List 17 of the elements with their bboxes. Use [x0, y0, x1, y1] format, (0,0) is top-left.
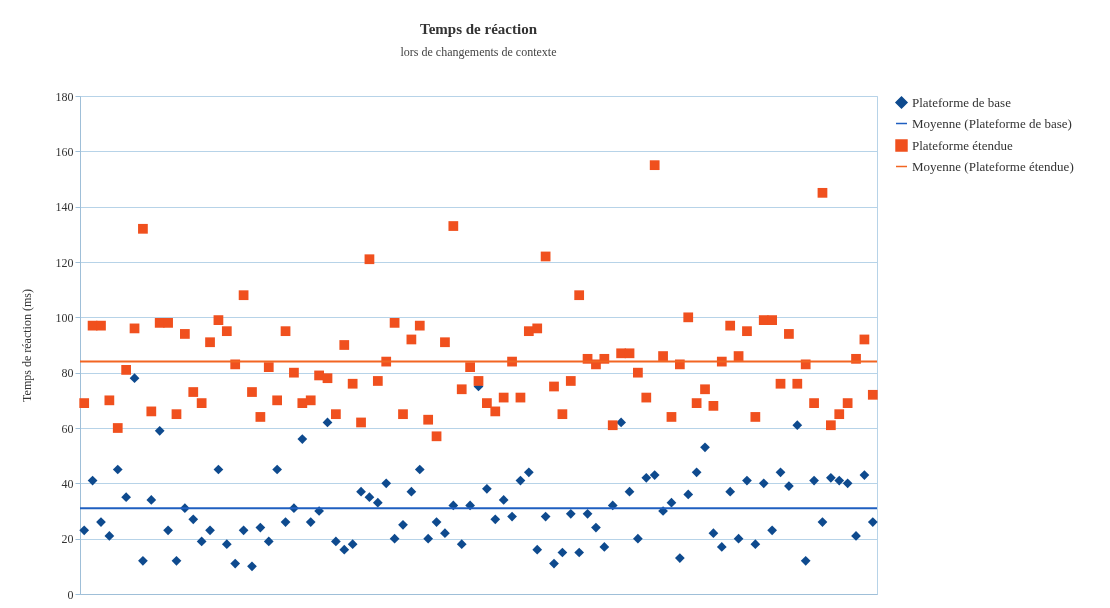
- chart-subtitle: lors de changements de contexte: [400, 45, 557, 59]
- y-tick-label: 60: [61, 421, 74, 436]
- y-tick-label: 160: [55, 144, 74, 159]
- legend-label: Moyenne (Plateforme de base): [912, 115, 1072, 131]
- y-tick-label: 20: [61, 532, 74, 547]
- y-tick-label: 40: [61, 476, 74, 491]
- y-tick-label: 120: [55, 255, 74, 270]
- y-tick-label: 100: [55, 310, 74, 325]
- legend-label: Plateforme étendue: [912, 137, 1013, 153]
- y-tick-label: 140: [55, 200, 74, 215]
- y-axis-title: Temps de réaction (ms): [19, 289, 34, 402]
- chart-title: Temps de réaction: [420, 21, 538, 37]
- y-tick-label: 80: [61, 366, 74, 381]
- y-tick-label: 0: [67, 587, 74, 602]
- y-tick-label: 180: [55, 89, 74, 104]
- legend-label: Plateforme de base: [912, 94, 1012, 110]
- legend-label: Moyenne (Plateforme étendue): [912, 158, 1074, 174]
